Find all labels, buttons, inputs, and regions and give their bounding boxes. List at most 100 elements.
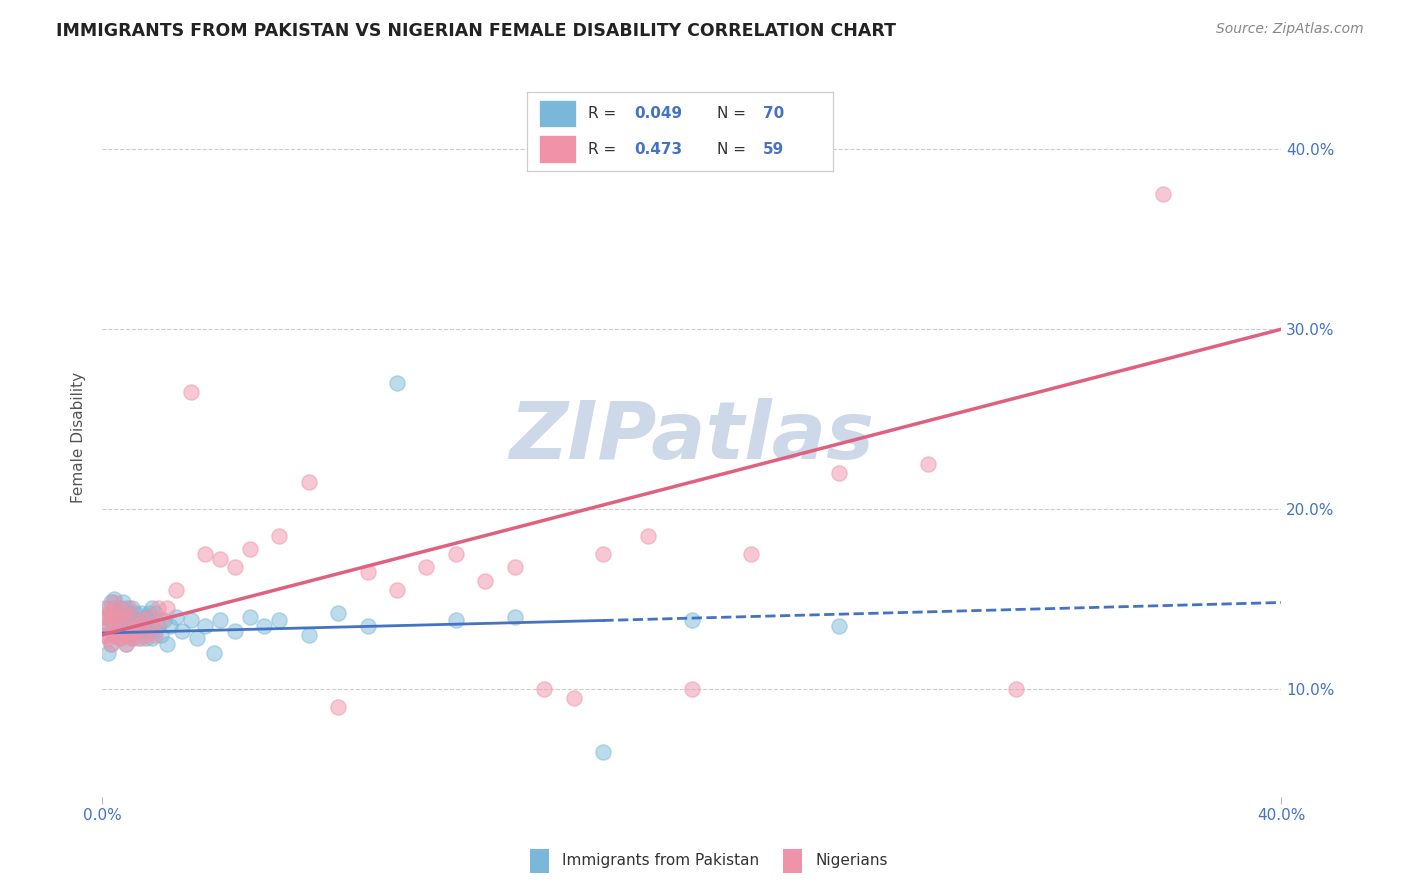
Point [917,457,939,471]
Point [121,632,143,646]
Point [94,628,117,642]
Point [138,607,160,621]
Point [385,376,408,391]
Point [97,619,120,633]
Point [108,600,131,615]
Point [194,619,217,633]
Point [111,607,134,621]
Point [118,628,141,642]
Point [562,690,585,705]
Point [135,632,157,646]
Point [180,614,202,628]
Point [156,600,179,615]
Point [186,632,208,646]
Point [209,614,232,628]
Point [474,574,496,588]
Point [326,607,349,621]
Point [503,610,526,624]
Point [592,547,614,561]
Point [592,745,614,759]
Point [105,605,128,619]
Point [141,600,163,615]
Point [209,552,232,566]
Point [103,628,125,642]
Point [103,591,125,606]
Y-axis label: Female Disability: Female Disability [72,371,86,502]
Point [97,646,120,660]
Point [100,637,122,651]
Point [356,565,378,579]
Point [356,619,378,633]
Text: Immigrants from Pakistan: Immigrants from Pakistan [562,854,759,868]
Point [148,600,170,615]
Point [253,619,276,633]
Point [105,614,128,628]
Point [121,632,143,646]
Point [153,614,176,628]
Point [94,610,117,624]
Point [124,624,146,639]
Point [681,681,703,696]
Point [224,559,246,574]
Point [118,607,141,621]
Point [103,595,125,609]
Point [165,582,187,597]
Point [165,610,187,624]
Point [127,619,149,633]
Point [143,628,166,642]
Point [94,600,117,615]
Text: ZIPatlas: ZIPatlas [509,398,875,476]
Point [94,628,117,642]
Point [129,624,152,639]
Point [118,600,141,615]
Point [132,614,155,628]
Point [108,632,131,646]
Point [1005,681,1028,696]
Point [326,699,349,714]
Point [202,646,225,660]
Point [100,614,122,628]
Point [143,607,166,621]
Point [681,614,703,628]
Point [127,614,149,628]
Text: Nigerians: Nigerians [815,854,889,868]
Point [121,600,143,615]
Point [159,619,181,633]
Point [224,624,246,639]
Point [111,610,134,624]
Point [108,619,131,633]
Text: IMMIGRANTS FROM PAKISTAN VS NIGERIAN FEMALE DISABILITY CORRELATION CHART: IMMIGRANTS FROM PAKISTAN VS NIGERIAN FEM… [56,22,896,40]
Point [114,637,136,651]
Point [111,595,134,609]
Point [740,547,762,561]
Point [105,624,128,639]
Point [97,619,120,633]
Point [503,559,526,574]
Point [150,628,173,642]
Text: Source: ZipAtlas.com: Source: ZipAtlas.com [1216,22,1364,37]
Point [105,624,128,639]
Point [129,607,152,621]
Point [100,607,122,621]
Point [267,614,290,628]
Point [97,632,120,646]
Point [533,681,555,696]
Point [135,628,157,642]
Point [267,529,290,543]
Point [103,610,125,624]
Point [94,610,117,624]
Point [156,637,179,651]
Point [138,610,160,624]
Point [114,614,136,628]
Point [194,547,217,561]
Point [105,600,128,615]
Point [135,610,157,624]
Point [114,600,136,615]
Point [103,610,125,624]
Point [637,529,659,543]
Point [444,547,467,561]
Point [111,628,134,642]
Point [297,628,319,642]
Point [124,607,146,621]
Point [141,619,163,633]
